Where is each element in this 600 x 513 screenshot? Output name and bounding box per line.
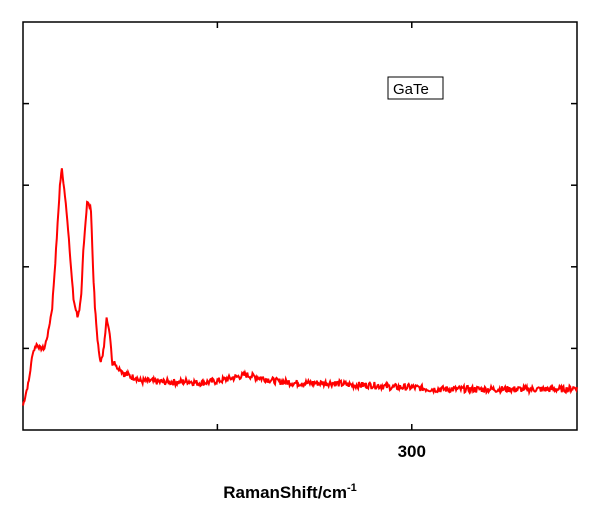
x-axis-title: RamanShift/cm-1 xyxy=(223,482,357,502)
plot-frame xyxy=(22,21,578,431)
legend-box xyxy=(387,76,444,100)
x-tick-label: 300 xyxy=(398,442,426,461)
x-tick-labels: 300 xyxy=(398,442,426,461)
legend: GaTe xyxy=(387,76,444,100)
plot-area: GaTe xyxy=(22,21,578,431)
x-axis-title-text: RamanShift/cm xyxy=(223,483,347,502)
legend-entry-gate: GaTe xyxy=(393,81,429,98)
axis-ticks xyxy=(23,22,577,430)
series-line-gate xyxy=(22,168,578,406)
x-axis-title-superscript: -1 xyxy=(347,482,357,494)
